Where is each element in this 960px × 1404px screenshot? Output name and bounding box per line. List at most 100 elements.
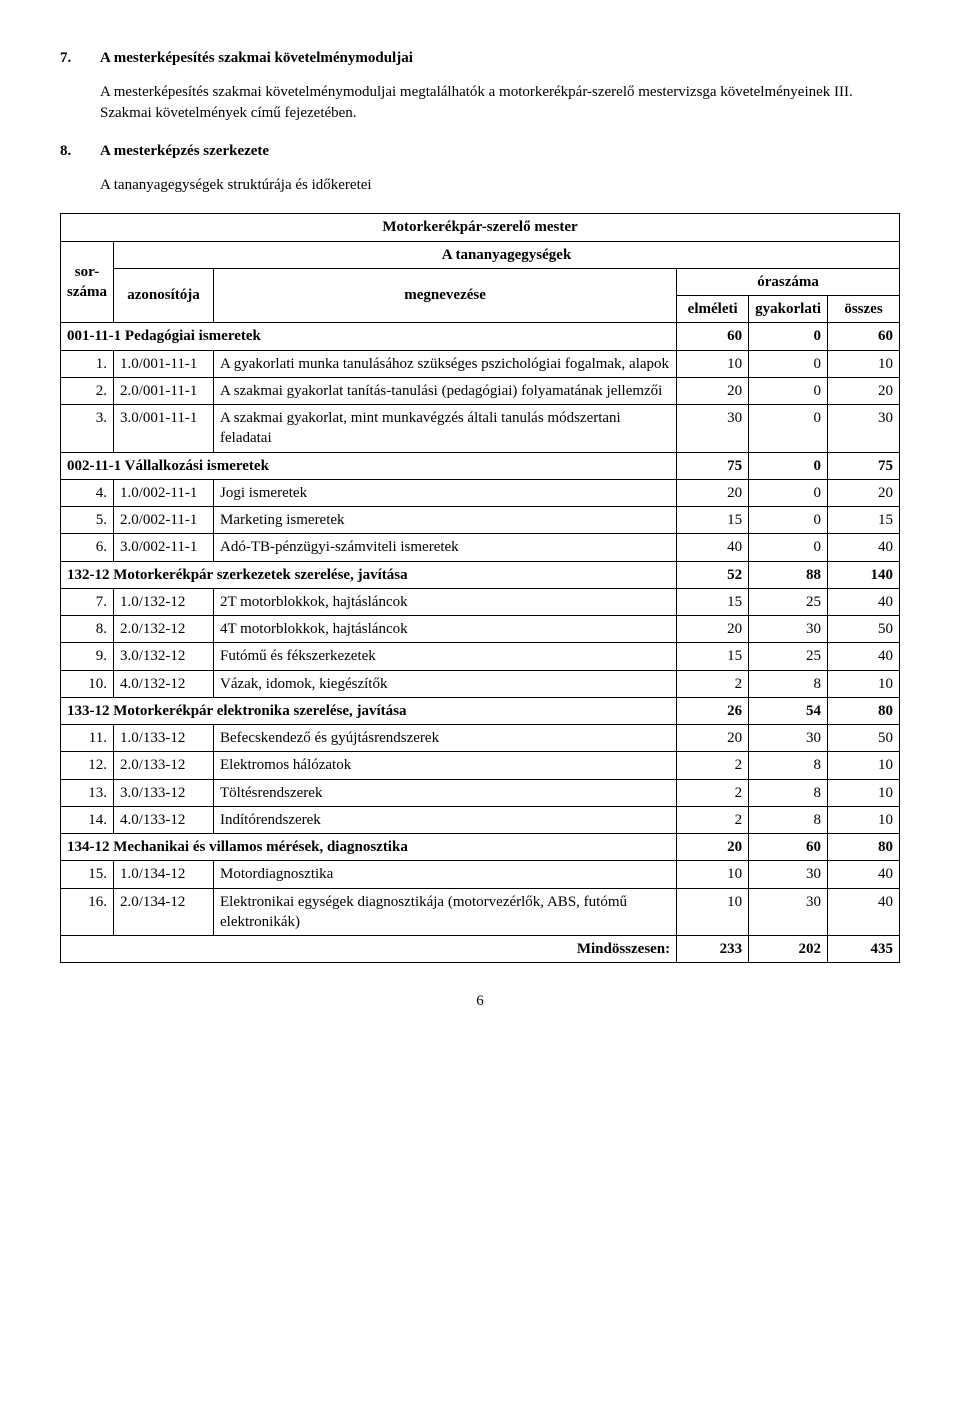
row-number: 5. [61, 507, 114, 534]
table-row: 16.2.0/134-12Elektronikai egységek diagn… [61, 888, 900, 936]
table-row: 11.1.0/133-12Befecskendező és gyújtásren… [61, 725, 900, 752]
table-row: 2.2.0/001-11-1A szakmai gyakorlat tanítá… [61, 377, 900, 404]
table-row: 15.1.0/134-12Motordiagnosztika103040 [61, 861, 900, 888]
row-value: 30 [749, 616, 828, 643]
row-value: 50 [828, 725, 900, 752]
row-name: Befecskendező és gyújtásrendszerek [214, 725, 677, 752]
row-code: 1.0/002-11-1 [114, 479, 214, 506]
row-value: 75 [677, 452, 749, 479]
table-row: 002-11-1 Vállalkozási ismeretek75075 [61, 452, 900, 479]
row-value: 20 [828, 479, 900, 506]
table-row: 001-11-1 Pedagógiai ismeretek60060 [61, 323, 900, 350]
row-value: 20 [828, 377, 900, 404]
row-number: 15. [61, 861, 114, 888]
row-number: 13. [61, 779, 114, 806]
row-number: 6. [61, 534, 114, 561]
row-name: A szakmai gyakorlat tanítás-tanulási (pe… [214, 377, 677, 404]
row-name: Jogi ismeretek [214, 479, 677, 506]
row-value: 140 [828, 561, 900, 588]
row-name: Vázak, idomok, kiegészítők [214, 670, 677, 697]
row-number: 12. [61, 752, 114, 779]
table-row: 12.2.0/133-12Elektromos hálózatok2810 [61, 752, 900, 779]
row-code: 3.0/133-12 [114, 779, 214, 806]
table-row: 5.2.0/002-11-1Marketing ismeretek15015 [61, 507, 900, 534]
row-value: 10 [828, 806, 900, 833]
row-value: 8 [749, 806, 828, 833]
row-code: 3.0/001-11-1 [114, 405, 214, 453]
row-code: 2.0/134-12 [114, 888, 214, 936]
section-7-paragraph: A mesterképesítés szakmai követelménymod… [100, 82, 900, 123]
row-value: 50 [828, 616, 900, 643]
table-row: 4.1.0/002-11-1Jogi ismeretek20020 [61, 479, 900, 506]
row-code: 1.0/001-11-1 [114, 350, 214, 377]
row-value: 40 [828, 888, 900, 936]
header-osszes: összes [828, 296, 900, 323]
row-value: 80 [828, 834, 900, 861]
row-value: 2 [677, 806, 749, 833]
row-name: Indítórendszerek [214, 806, 677, 833]
row-code: 1.0/132-12 [114, 588, 214, 615]
category-cell: 002-11-1 Vállalkozási ismeretek [61, 452, 677, 479]
row-name: Elektromos hálózatok [214, 752, 677, 779]
row-value: 10 [677, 861, 749, 888]
total-label: Mindösszesen: [61, 936, 677, 963]
row-value: 10 [677, 888, 749, 936]
row-value: 40 [828, 534, 900, 561]
row-number: 8. [61, 616, 114, 643]
row-value: 25 [749, 588, 828, 615]
table-row: 133-12 Motorkerékpár elektronika szerelé… [61, 697, 900, 724]
header-gyakorlati: gyakorlati [749, 296, 828, 323]
header-sorszama: sor- száma [61, 241, 114, 323]
row-code: 3.0/002-11-1 [114, 534, 214, 561]
row-name: A szakmai gyakorlat, mint munkavégzés ál… [214, 405, 677, 453]
row-name: Elektronikai egységek diagnosztikája (mo… [214, 888, 677, 936]
row-number: 1. [61, 350, 114, 377]
total-elmeleti: 233 [677, 936, 749, 963]
row-value: 0 [749, 534, 828, 561]
header-azonositoja: azonosítója [114, 268, 214, 323]
row-value: 40 [828, 861, 900, 888]
table-row: 13.3.0/133-12Töltésrendszerek2810 [61, 779, 900, 806]
table-row: 134-12 Mechanikai és villamos mérések, d… [61, 834, 900, 861]
row-value: 0 [749, 323, 828, 350]
section-8-title: A mesterképzés szerkezete [100, 141, 269, 161]
total-gyakorlati: 202 [749, 936, 828, 963]
row-value: 30 [749, 861, 828, 888]
row-code: 2.0/002-11-1 [114, 507, 214, 534]
row-number: 4. [61, 479, 114, 506]
table-row: 3.3.0/001-11-1A szakmai gyakorlat, mint … [61, 405, 900, 453]
row-value: 40 [828, 588, 900, 615]
row-name: A gyakorlati munka tanulásához szükséges… [214, 350, 677, 377]
row-name: 4T motorblokkok, hajtásláncok [214, 616, 677, 643]
row-name: Futómű és fékszerkezetek [214, 643, 677, 670]
row-value: 26 [677, 697, 749, 724]
row-value: 60 [677, 323, 749, 350]
row-value: 10 [828, 779, 900, 806]
table-row: 7.1.0/132-122T motorblokkok, hajtáslánco… [61, 588, 900, 615]
header-megnevezese: megnevezése [214, 268, 677, 323]
row-value: 52 [677, 561, 749, 588]
header-unit-label: A tananyagegységek [114, 241, 900, 268]
row-name: Marketing ismeretek [214, 507, 677, 534]
row-value: 40 [677, 534, 749, 561]
row-value: 20 [677, 834, 749, 861]
row-code: 2.0/132-12 [114, 616, 214, 643]
row-value: 2 [677, 670, 749, 697]
row-value: 10 [828, 670, 900, 697]
row-name: Adó-TB-pénzügyi-számviteli ismeretek [214, 534, 677, 561]
row-value: 2 [677, 779, 749, 806]
row-value: 20 [677, 377, 749, 404]
row-value: 10 [677, 350, 749, 377]
category-cell: 001-11-1 Pedagógiai ismeretek [61, 323, 677, 350]
row-code: 4.0/133-12 [114, 806, 214, 833]
row-number: 3. [61, 405, 114, 453]
row-number: 9. [61, 643, 114, 670]
row-value: 30 [677, 405, 749, 453]
total-osszes: 435 [828, 936, 900, 963]
section-7-title: A mesterképesítés szakmai követelménymod… [100, 48, 413, 68]
table-total-row: Mindösszesen: 233 202 435 [61, 936, 900, 963]
row-code: 2.0/001-11-1 [114, 377, 214, 404]
row-value: 15 [677, 588, 749, 615]
row-value: 10 [828, 350, 900, 377]
row-value: 20 [677, 479, 749, 506]
